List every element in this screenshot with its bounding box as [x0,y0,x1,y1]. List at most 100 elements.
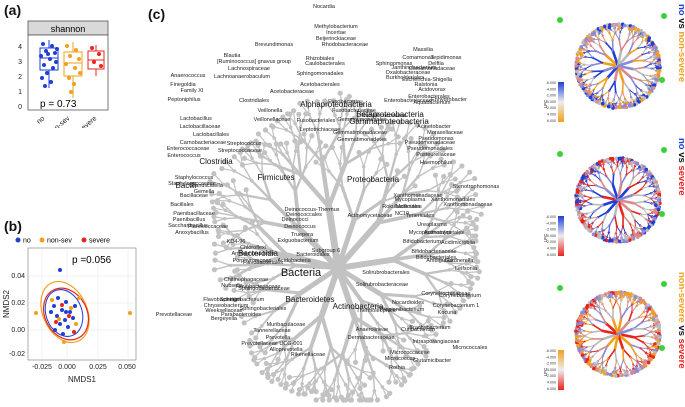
tree-node [348,397,353,402]
tree-node [242,156,247,161]
tree-node [229,247,233,251]
tree-node [455,209,460,214]
tree-node [285,111,290,116]
branch [623,215,630,223]
tree-node [408,168,412,172]
taxon-label: Actinomycetaceae [348,213,393,219]
tree-node [278,141,283,146]
tree-node [373,389,377,393]
tree-node [611,158,615,162]
tree-node [463,221,467,225]
branch [408,151,409,169]
tree-node [265,372,270,377]
tree-node [579,186,583,190]
tree-node [654,345,658,349]
lfc-tick: -4.000 [546,87,556,91]
branch [593,58,603,63]
tree-node [376,321,380,325]
branch [592,204,603,205]
taxon-label: Acidovorax [418,87,445,93]
tree-node [437,188,441,192]
branch [606,43,613,51]
branch [634,202,645,204]
tree-node [322,380,326,384]
svg-text:0.04: 0.04 [11,273,25,280]
taxon-label: Corynebacterium [439,293,481,299]
tree-node [343,162,347,166]
tree-node [362,383,367,388]
tree-node [579,51,583,55]
branch [620,308,621,319]
tree-node [617,22,621,26]
taxon-label: Glutamicibacter [413,358,451,364]
lfc-cladogram: -6.000-4.000-2.0000.0002.0004.0006.000LF… [540,268,685,402]
tree-node [332,262,344,274]
tree-node [285,151,289,155]
tree-node [402,174,407,179]
panel-a-yticks: 0 1 2 3 4 [18,44,22,111]
taxon-label: Solirubrobacteraceae [356,282,408,288]
tree-node [307,113,311,117]
lfc-tick: 6.000 [547,119,556,123]
tree-node [265,367,270,372]
tree-node [340,145,345,150]
tree-node [320,160,324,164]
tree-node [608,26,612,30]
lfc-tick: -2.000 [546,94,556,98]
tree-node [221,240,226,245]
tree-node [347,377,351,381]
tree-node [334,397,339,402]
tree-node [658,193,662,197]
svg-text:0.000: 0.000 [58,364,76,371]
taxon-label: Veillonellaceae [254,117,291,123]
highlight-node [557,285,563,291]
tree-node [601,102,605,106]
lfc-tick: -2.000 [546,362,556,366]
svg-text:0.02: 0.02 [11,300,25,307]
tree-node [384,394,389,399]
tree-node [250,179,254,183]
taxon-label: Bacillaceae [180,193,208,199]
tree-node [289,388,294,393]
tree-node [344,383,348,387]
branch [609,82,615,91]
tree-node [291,381,296,386]
branch [424,236,449,237]
lfc-colorbar [558,82,564,122]
highlight-node [659,345,665,351]
tree-node [393,379,398,384]
branch [374,375,383,387]
lfc-tick: 4.000 [547,381,556,385]
tree-node [212,258,217,263]
tree-node [341,351,345,355]
tree-node [341,186,345,190]
tree-node [320,397,325,402]
tree-node [336,369,340,373]
taxon-label: Gemmatimonadaceae [333,130,387,136]
taxon-label: Stenotrophomonas [453,184,500,190]
taxon-label: Gemmatimonadetes [337,137,387,143]
tree-node [654,203,658,207]
tree-node [607,105,611,109]
taxon-label: Deinococci [282,217,309,223]
tree-node [618,105,622,109]
tree-node [656,51,660,55]
taxon-label: Sphingomonadales [296,71,343,77]
tree-node [219,166,224,171]
taxon-label: Nubsella [221,283,243,289]
tree-node [623,24,627,28]
branch [311,347,316,368]
svg-text:-0.02: -0.02 [9,351,25,358]
lfc-title: non-severe vs severe [676,272,685,369]
taxon-label: Sphingobacteriaceae [238,286,290,292]
tree-node [448,268,452,272]
tree-node [333,378,337,382]
tree-node [426,189,430,193]
tree-node [302,367,306,371]
tree-node [643,361,647,365]
tree-node [256,131,261,136]
lfc-colorbar [558,350,564,390]
tree-node [285,358,289,362]
